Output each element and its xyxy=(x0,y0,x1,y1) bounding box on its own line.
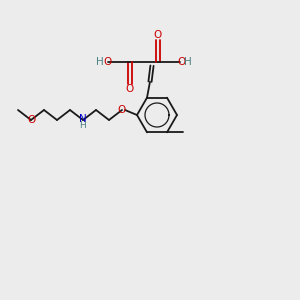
Text: H: H xyxy=(96,57,104,67)
Text: O: O xyxy=(177,57,185,67)
Text: H: H xyxy=(80,122,86,130)
Text: O: O xyxy=(126,84,134,94)
Text: O: O xyxy=(118,105,126,115)
Text: O: O xyxy=(27,115,35,125)
Text: H: H xyxy=(184,57,192,67)
Text: O: O xyxy=(154,30,162,40)
Text: N: N xyxy=(79,114,87,124)
Text: O: O xyxy=(103,57,111,67)
